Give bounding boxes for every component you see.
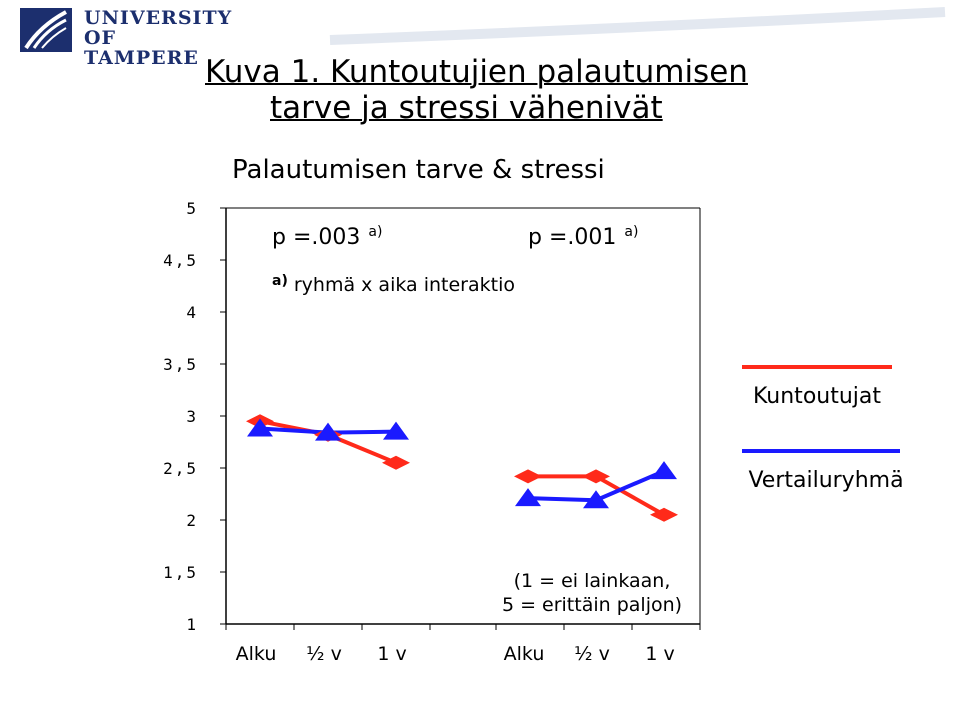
data-point-vertailuryhma [583,490,609,509]
x-tick-label: 1 v [377,643,406,665]
x-tick-label: ½ v [574,643,610,665]
chart-title: Palautumisen tarve & stressi [232,155,605,185]
university-logo: UNIVERSITY OF TAMPERE [20,8,231,68]
legend-label-kuntoutujat: Kuntoutujat [753,384,881,409]
data-point-vertailuryhma [247,418,273,437]
data-point-vertailuryhma [651,461,677,480]
y-tick-label: 1 [186,615,198,634]
data-point-vertailuryhma [515,488,541,507]
logo-line2: OF TAMPERE [84,27,199,69]
data-point-vertailuryhma [383,421,409,440]
axes [225,207,701,625]
series-layer [246,414,678,522]
legend-label-vertailuryhma: Vertailuryhmä [748,468,903,493]
y-tick-label: 3,5 [163,355,198,374]
logo-line1: UNIVERSITY [84,7,233,29]
top-stripe [329,7,946,45]
y-tick-label: 2,5 [163,459,198,478]
data-point-kuntoutujat [582,469,610,484]
y-tick-label: 5 [186,199,198,218]
x-tick-label: Alku [236,643,277,665]
x-tick-label: 1 v [645,643,674,665]
y-tick-label: 1,5 [163,563,198,582]
y-tick-label: 4 [186,303,198,322]
x-tick-label: ½ v [306,643,342,665]
data-point-kuntoutujat [514,469,542,484]
x-tick-label: Alku [504,643,545,665]
scale-note-line2: 5 = erittäin paljon) [502,594,682,616]
y-tick-labels: 5 4,5 4 3,5 3 2,5 2 1,5 1 [163,199,226,634]
p-annotation-2: p =.001 a) [528,224,638,250]
x-tick-labels: Alku ½ v 1 v Alku ½ v 1 v [225,624,701,665]
slide-title-line1: Kuva 1. Kuntoutujien palautumisen [205,54,748,90]
legend: Kuntoutujat Vertailuryhmä [742,365,904,493]
slide-title: Kuva 1. Kuntoutujien palautumisen tarve … [205,54,805,126]
footnote: a) ryhmä x aika interaktio [272,273,515,296]
slide-title-line2: tarve ja stressi vähenivät [270,90,663,126]
y-tick-label: 4,5 [163,251,198,270]
y-tick-label: 2 [186,511,198,530]
scale-note-line1: (1 = ei lainkaan, [514,570,671,592]
data-point-kuntoutujat [382,455,410,470]
p-annotation-1: p =.003 a) [272,224,382,250]
university-logo-icon [20,8,72,52]
data-point-kuntoutujat [650,507,678,522]
y-tick-label: 3 [186,407,198,426]
data-point-vertailuryhma [315,422,341,441]
